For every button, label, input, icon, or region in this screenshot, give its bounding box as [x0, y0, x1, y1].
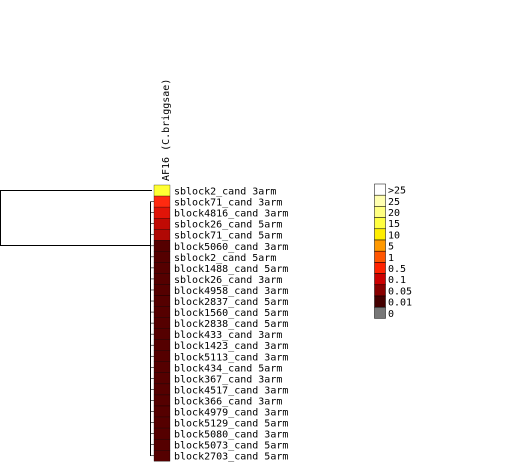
legend-label: 0 [388, 309, 394, 320]
heatmap-cell [153, 273, 171, 285]
heatmap-cell [153, 350, 171, 362]
column-label: AF16 (C.briggsae) [161, 79, 172, 181]
legend-label: 25 [388, 197, 400, 208]
heatmap-cell [153, 262, 171, 274]
row-label: block4816_cand 3arm [174, 209, 288, 220]
row-label: sblock26_cand 3arm [174, 275, 282, 286]
heatmap-cell [153, 240, 171, 252]
heatmap-cell [153, 328, 171, 340]
legend-label: 5 [388, 242, 394, 253]
heatmap-cell [153, 306, 171, 318]
legend-swatch [374, 206, 386, 218]
heatmap-cell [153, 361, 171, 373]
row-label: block2703_cand 5arm [174, 452, 288, 463]
heatmap-cell [153, 195, 171, 208]
dendrogram [0, 190, 152, 456]
heatmap-cell [153, 217, 171, 230]
legend-swatch [374, 295, 386, 308]
row-label: block2838_cand 5arm [174, 319, 288, 330]
row-label: block433_cand 3arm [174, 330, 282, 341]
legend-label: 15 [388, 219, 400, 230]
row-label: block434_cand 5arm [174, 363, 282, 374]
heatmap-cell [153, 416, 171, 429]
row-label: block1488_cand 5arm [174, 264, 288, 275]
row-label: block4979_cand 3arm [174, 408, 288, 419]
row-label: sblock2_cand 5arm [174, 253, 276, 264]
legend-label: 0.1 [388, 275, 406, 286]
legend-swatch [374, 273, 386, 286]
legend-swatch [374, 194, 386, 207]
legend-swatch [374, 262, 386, 274]
heatmap-cell [153, 284, 171, 296]
row-label: block1560_cand 5arm [174, 308, 288, 319]
dendrogram-branch [0, 190, 152, 246]
row-label: block5073_cand 5arm [174, 441, 288, 452]
legend-label: 1 [388, 253, 394, 264]
row-label: block5129_cand 5arm [174, 419, 288, 430]
heatmap-cell [153, 295, 171, 307]
heatmap-cell [153, 184, 171, 197]
heatmap-cell [153, 229, 171, 241]
row-label: block5080_cand 3arm [174, 430, 288, 441]
legend-swatch [374, 183, 386, 196]
row-label: sblock26_cand 5arm [174, 220, 282, 231]
row-label: block2837_cand 5arm [174, 297, 288, 308]
heatmap-cell [153, 394, 171, 407]
legend-label: >25 [388, 186, 406, 197]
legend-swatch [374, 284, 386, 297]
heatmap-cell [153, 317, 171, 329]
row-label: sblock71_cand 3arm [174, 198, 282, 209]
legend-swatch [374, 228, 386, 241]
heatmap-cell [153, 372, 171, 385]
row-label: block4958_cand 3arm [174, 286, 288, 297]
heatmap-cell [153, 438, 171, 451]
heatmap-cell [153, 206, 171, 219]
row-label: block366_cand 3arm [174, 396, 282, 407]
row-label: block1423_cand 3arm [174, 341, 288, 352]
heatmap-cell [153, 383, 171, 396]
legend-swatch [374, 217, 386, 230]
row-label: block4517_cand 3arm [174, 385, 288, 396]
heatmap-cell [153, 339, 171, 351]
heatmap-cell [153, 251, 171, 263]
legend-label: 10 [388, 230, 400, 241]
legend-swatch [374, 239, 386, 252]
row-label: sblock2_cand 3arm [174, 187, 276, 198]
heatmap-cell [153, 427, 171, 440]
row-label: block367_cand 3arm [174, 374, 282, 385]
legend-label: 0.5 [388, 264, 406, 275]
heatmap-cell [153, 450, 171, 462]
heatmap-cell [153, 405, 171, 418]
legend-label: 0.05 [388, 286, 412, 297]
row-label: sblock71_cand 5arm [174, 231, 282, 242]
row-label: block5060_cand 3arm [174, 242, 288, 253]
legend-swatch [374, 250, 386, 263]
legend-label: 0.01 [388, 298, 412, 309]
legend-swatch [374, 306, 386, 319]
row-label: block5113_cand 3arm [174, 352, 288, 363]
legend-label: 20 [388, 208, 400, 219]
